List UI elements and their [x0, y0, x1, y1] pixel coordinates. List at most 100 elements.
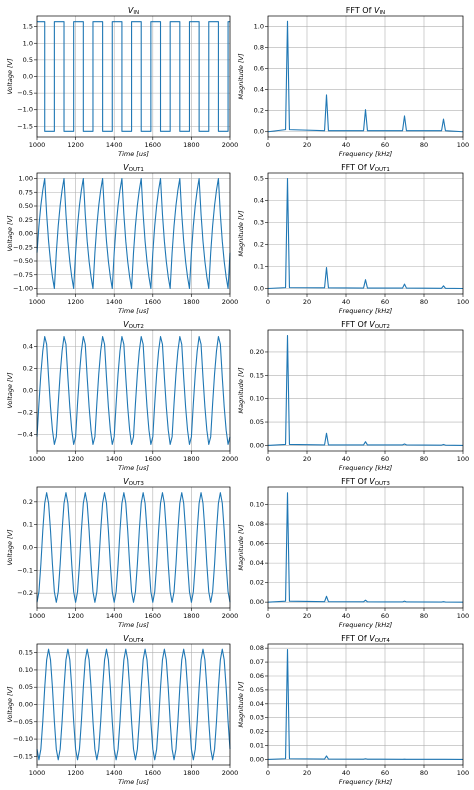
x-tick-label: 1200 — [67, 141, 84, 149]
data-line — [37, 21, 230, 132]
x-tick-label: 1800 — [183, 612, 200, 620]
y-tick-label: 0.03 — [250, 714, 264, 722]
plot-frame — [267, 15, 464, 138]
y-tick-label: −0.75 — [13, 271, 33, 279]
x-axis-label: Frequency [kHz] — [339, 778, 393, 786]
x-tick-label: 20 — [303, 769, 311, 777]
title-text: FFT Of — [341, 634, 369, 643]
title-subscript: IN — [379, 10, 385, 16]
y-tick-label: −0.25 — [13, 243, 33, 251]
data-line — [267, 335, 464, 446]
y-tick-label: −1.0 — [17, 106, 33, 114]
y-tick-label: 0.5 — [254, 175, 264, 183]
y-tick-label: 0.02 — [250, 728, 264, 736]
title-subscript: OUT1 — [129, 167, 144, 173]
y-tick-label: 0.5 — [23, 56, 33, 64]
y-tick-label: 0.4 — [254, 86, 264, 94]
title-subscript: OUT1 — [375, 167, 390, 173]
x-tick-label: 60 — [381, 612, 389, 620]
y-tick-label: −1.5 — [17, 122, 33, 130]
x-tick-label: 1600 — [145, 455, 162, 463]
x-axis-label: Frequency [kHz] — [339, 621, 393, 629]
y-tick-label: 0.08 — [250, 644, 264, 652]
title-variable: V — [369, 477, 375, 486]
y-tick-label: −0.05 — [13, 718, 33, 726]
title-subscript: OUT2 — [375, 324, 390, 330]
y-axis-label: Magnitude [V] — [237, 53, 245, 99]
chart-title: FFT Of VIN — [346, 6, 385, 16]
y-tick-label: 0.20 — [250, 348, 264, 356]
x-axis-label: Time [us] — [118, 778, 149, 786]
x-tick-label: 2000 — [222, 141, 239, 149]
x-tick-label: 20 — [303, 141, 311, 149]
x-tick-label: 40 — [342, 769, 350, 777]
data-line — [36, 336, 231, 445]
title-variable: V — [123, 163, 129, 172]
x-tick-label: 1600 — [145, 769, 162, 777]
x-tick-label: 2000 — [222, 612, 239, 620]
y-tick-label: 1.0 — [254, 23, 264, 31]
x-tick-label: 1200 — [67, 455, 84, 463]
x-tick-label: 40 — [342, 298, 350, 306]
y-axis-label: Voltage [V] — [6, 686, 14, 723]
title-text: FFT Of — [346, 6, 374, 15]
x-tick-label: 100 — [457, 612, 469, 620]
y-tick-label: 0.10 — [19, 666, 33, 674]
x-tick-label: 60 — [381, 298, 389, 306]
y-tick-label: 0.4 — [23, 343, 33, 351]
x-axis-label: Time [us] — [118, 464, 149, 472]
y-tick-label: 0.4 — [254, 197, 264, 205]
chart-title: VOUT2 — [123, 320, 144, 330]
y-tick-label: −0.5 — [17, 89, 33, 97]
title-variable: V — [123, 477, 129, 486]
chart-title: FFT Of VOUT2 — [341, 320, 390, 330]
x-tick-label: 100 — [457, 455, 469, 463]
x-tick-label: 0 — [266, 298, 270, 306]
x-tick-label: 1000 — [29, 455, 46, 463]
y-tick-label: 0.00 — [250, 441, 264, 449]
chart-title: FFT Of VOUT4 — [341, 634, 390, 644]
title-text: FFT Of — [341, 163, 369, 172]
x-tick-label: 1400 — [106, 298, 123, 306]
y-tick-label: 0.10 — [250, 395, 264, 403]
y-tick-label: 0.00 — [19, 701, 33, 709]
y-tick-label: 0.04 — [250, 700, 264, 708]
y-tick-label: −0.1 — [17, 566, 33, 574]
x-tick-label: 40 — [342, 455, 350, 463]
x-axis-label: Time [us] — [118, 307, 149, 315]
y-tick-label: 0.6 — [254, 65, 264, 73]
y-tick-label: 0.02 — [250, 579, 264, 587]
title-variable: V — [123, 634, 129, 643]
y-axis-label: Magnitude [V] — [237, 681, 245, 727]
chart-title: VOUT1 — [123, 163, 144, 173]
y-tick-label: 0.06 — [250, 540, 264, 548]
chart-title: VOUT4 — [123, 634, 144, 644]
x-tick-label: 1200 — [67, 612, 84, 620]
y-tick-label: 0.04 — [250, 559, 264, 567]
y-tick-label: 0.05 — [250, 418, 264, 426]
x-tick-label: 0 — [266, 141, 270, 149]
title-variable: V — [369, 320, 375, 329]
x-tick-label: 60 — [381, 141, 389, 149]
data-line — [36, 177, 231, 290]
y-axis-label: Magnitude [V] — [237, 210, 245, 256]
y-tick-label: 0.2 — [23, 498, 33, 506]
x-tick-label: 20 — [303, 298, 311, 306]
y-tick-label: −0.50 — [13, 257, 33, 265]
y-axis-label: Voltage [V] — [6, 58, 14, 95]
plot-frame — [36, 486, 231, 609]
data-line — [267, 492, 464, 603]
title-subscript: OUT4 — [375, 638, 391, 644]
plot-frame — [267, 172, 464, 295]
x-tick-label: 80 — [420, 612, 428, 620]
y-tick-label: −1.00 — [13, 285, 33, 293]
y-tick-label: 0.2 — [23, 365, 33, 373]
x-tick-label: 80 — [420, 455, 428, 463]
x-tick-label: 1200 — [67, 769, 84, 777]
title-text: FFT Of — [341, 320, 369, 329]
x-tick-label: 20 — [303, 612, 311, 620]
y-axis-label: Magnitude [V] — [237, 524, 245, 570]
x-tick-label: 1000 — [29, 298, 46, 306]
y-tick-label: 0.75 — [19, 188, 33, 196]
y-axis-label: Voltage [V] — [6, 215, 14, 252]
